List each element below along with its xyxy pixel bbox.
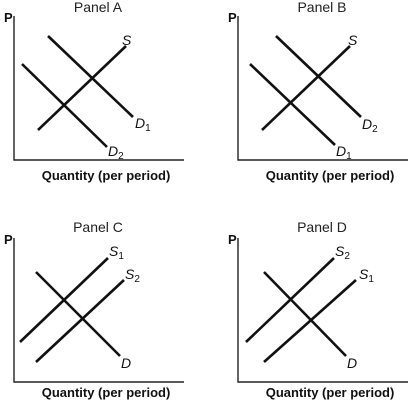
panel-d-title: Panel D — [297, 219, 347, 235]
panel-b-demand-curve-d2 — [275, 35, 362, 118]
panel-b-label-s: S — [348, 32, 358, 48]
panel-c-demand-curve-d — [35, 271, 121, 357]
panel-a-demand-curve-d1 — [47, 35, 134, 118]
panel-b-label-d2: D2 — [362, 116, 378, 135]
panel-c-title: Panel C — [73, 219, 123, 235]
panel-c-label-s1: S1 — [109, 243, 124, 262]
panel-a-label-s: S — [122, 32, 132, 48]
panel-c: Panel C P S1 S2 D Quantity (per period) — [4, 219, 184, 400]
panel-d-supply-curve-s1 — [263, 279, 357, 363]
panel-d-demand-curve-d — [263, 271, 347, 357]
panel-b: Panel B P S D2 D1 Quantity (per period) — [228, 0, 408, 183]
panel-a-price-axis-label: P — [4, 10, 13, 25]
panel-b-price-axis-label: P — [228, 10, 237, 25]
panel-b-quantity-axis-label: Quantity (per period) — [266, 168, 395, 183]
panel-c-price-axis-label: P — [4, 232, 13, 247]
panel-b-demand-curve-d1 — [249, 63, 336, 146]
panel-d-price-axis-label: P — [228, 232, 237, 247]
panel-d: Panel D P S2 S1 D Quantity (per period) — [228, 219, 408, 400]
panel-d-label-s2: S2 — [335, 243, 350, 262]
panel-a-supply-curve-s — [37, 45, 127, 131]
panel-c-label-d: D — [121, 355, 131, 371]
panel-d-label-d: D — [347, 355, 357, 371]
panel-a-axes — [13, 16, 184, 161]
panel-b-axes — [237, 16, 408, 161]
panel-a-title: Panel A — [74, 0, 123, 15]
panel-c-supply-curve-s2 — [35, 279, 125, 363]
panel-d-label-s1: S1 — [359, 266, 374, 285]
panel-c-label-s2: S2 — [125, 266, 140, 285]
panel-a-label-d2: D2 — [108, 143, 124, 162]
panel-b-title: Panel B — [297, 0, 346, 15]
panel-a-label-d1: D1 — [135, 115, 151, 134]
panel-a-demand-curve-d2 — [21, 63, 108, 148]
panel-d-quantity-axis-label: Quantity (per period) — [266, 385, 395, 400]
panel-a-quantity-axis-label: Quantity (per period) — [42, 168, 171, 183]
panel-d-axes — [237, 238, 408, 383]
panel-c-quantity-axis-label: Quantity (per period) — [42, 385, 171, 400]
panel-a: Panel A P S D1 D2 Quantity (per period) — [4, 0, 184, 183]
panel-b-label-d1: D1 — [336, 143, 352, 162]
panel-b-supply-curve-s — [261, 45, 351, 131]
panel-c-axes — [13, 238, 184, 383]
